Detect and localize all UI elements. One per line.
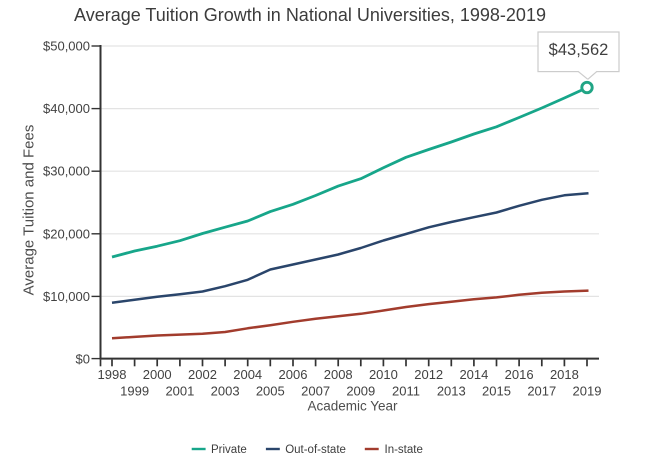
svg-text:$43,562: $43,562: [549, 41, 609, 59]
svg-text:2000: 2000: [143, 367, 172, 382]
svg-text:2005: 2005: [256, 383, 285, 398]
svg-text:2010: 2010: [369, 367, 398, 382]
svg-text:2006: 2006: [279, 367, 308, 382]
svg-text:2016: 2016: [505, 367, 534, 382]
svg-text:2004: 2004: [233, 367, 262, 382]
svg-text:Average Tuition Growth in Nati: Average Tuition Growth in National Unive…: [74, 5, 546, 25]
svg-text:2019: 2019: [573, 383, 602, 398]
svg-text:Academic Year: Academic Year: [307, 399, 398, 414]
svg-text:2003: 2003: [211, 383, 240, 398]
svg-text:$50,000: $50,000: [43, 39, 90, 54]
svg-text:Average Tuition and Fees: Average Tuition and Fees: [21, 125, 38, 296]
svg-text:$20,000: $20,000: [43, 226, 90, 241]
svg-text:2001: 2001: [165, 383, 194, 398]
svg-text:Private: Private: [211, 444, 247, 456]
svg-text:2008: 2008: [324, 367, 353, 382]
svg-text:2018: 2018: [550, 367, 579, 382]
svg-text:2014: 2014: [459, 367, 488, 382]
svg-text:2015: 2015: [482, 383, 511, 398]
svg-text:Out-of-state: Out-of-state: [285, 444, 346, 456]
svg-text:2009: 2009: [346, 383, 375, 398]
svg-text:2002: 2002: [188, 367, 217, 382]
svg-text:$40,000: $40,000: [43, 101, 90, 116]
svg-text:In-state: In-state: [385, 444, 423, 456]
svg-text:$0: $0: [76, 352, 90, 367]
svg-text:$10,000: $10,000: [43, 289, 90, 304]
svg-text:$30,000: $30,000: [43, 164, 90, 179]
svg-text:1998: 1998: [98, 367, 127, 382]
svg-text:1999: 1999: [120, 383, 149, 398]
svg-text:2011: 2011: [392, 383, 420, 398]
svg-text:2012: 2012: [414, 367, 443, 382]
svg-text:2017: 2017: [527, 383, 556, 398]
svg-text:2007: 2007: [301, 383, 330, 398]
svg-text:2013: 2013: [437, 383, 466, 398]
